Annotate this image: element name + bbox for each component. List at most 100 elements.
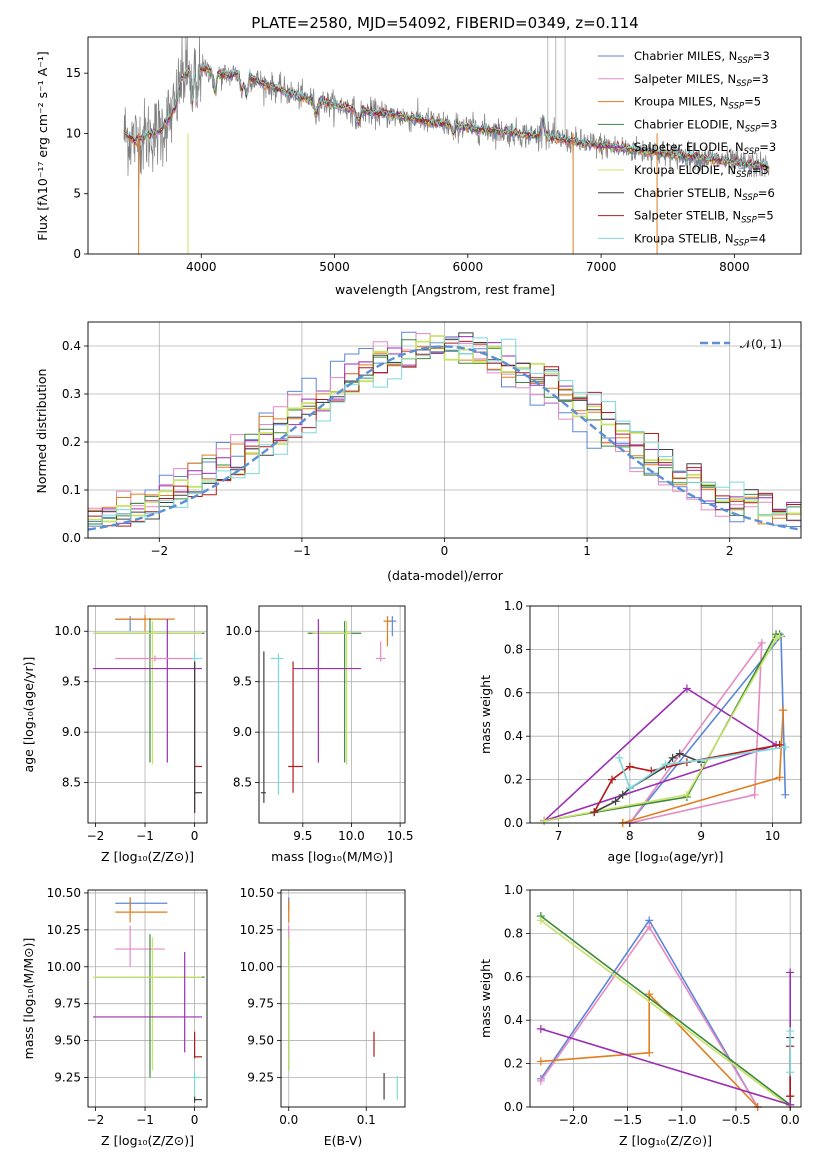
weight-vs-age-panel: 7 8 9 10 0.0 0.2 0.4 0.6 0.8 1.0 age [log₁₀(age/yr…	[478, 599, 802, 864]
mass-vs-ebv-panel: 0.0 0.1 9.25 9.50 9.75 10.00 10.25 10.50 E(B-V)	[240, 886, 406, 1148]
error-bar-point	[270, 653, 284, 795]
weight-marker	[781, 790, 790, 799]
weight-vs-metallicity-panel: −2.0 −1.5 −1.0 −0.5 0.0 0.0 0.2 0.4 0.6 0.8 1.0 Z […	[478, 883, 802, 1148]
y-axis-label: mass weight	[478, 959, 493, 1038]
error-bar-point	[194, 1031, 203, 1059]
error-bar-point	[92, 619, 203, 763]
error-bar-point	[293, 619, 362, 763]
y-tick-label: 0.8	[504, 642, 523, 656]
weight-marker	[590, 808, 599, 817]
x-tick-label: 0	[191, 1113, 199, 1127]
weight-line	[544, 635, 781, 822]
legend-label: Chabrier STELIB, NSSP=6	[634, 186, 775, 203]
weight-marker	[750, 790, 759, 799]
y-tick-label: 0.4	[62, 339, 81, 353]
x-tick-label: 8	[626, 829, 634, 843]
weight-marker	[618, 790, 627, 799]
x-tick-label: 10.5	[387, 829, 414, 843]
error-bar-point	[307, 621, 362, 763]
weight-series	[615, 743, 790, 793]
weight-marker	[668, 753, 677, 762]
spectrum-lines	[123, 37, 770, 254]
weight-marker	[536, 1057, 545, 1066]
age-vs-mass-panel: 9.5 10.0 10.5 8.5 9.0 9.5 10.0 mass [log₁₀(M/M⊙…	[225, 605, 414, 864]
residual-ylabel: Normed distribution	[34, 369, 49, 494]
weight-series	[786, 1027, 795, 1077]
error-bar-point	[288, 661, 303, 793]
x-axis-label: E(B-V)	[324, 1133, 363, 1148]
x-tick-label: 0.0	[279, 1113, 298, 1127]
y-tick-label: 10	[66, 126, 81, 140]
x-tick-label: 8000	[719, 260, 750, 274]
legend-label: Salpeter ELODIE, NSSP=3	[634, 140, 776, 157]
weight-series	[540, 632, 784, 825]
x-tick-label: −2	[150, 544, 168, 558]
error-bar-point	[194, 661, 203, 813]
y-tick-label: 9.0	[62, 725, 81, 739]
y-tick-label: 0.0	[62, 531, 81, 545]
x-axis-label: mass [log₁₀(M/M⊙)]	[271, 849, 393, 864]
y-tick-label: 9.25	[54, 1070, 81, 1084]
y-tick-label: 10.50	[240, 886, 274, 900]
mass-vs-metallicity-panel: −2 −1 0 9.25 9.50 9.75 10.00 10.25 10.50 Z [log₁₀…	[21, 886, 208, 1148]
weight-marker	[781, 743, 790, 752]
legend-label: Chabrier ELODIE, NSSP=3	[634, 117, 777, 134]
residual-xlabel: (data-model)/error	[387, 568, 504, 583]
y-tick-label: 0.6	[504, 970, 523, 984]
spectrum-clip	[123, 37, 770, 254]
residual-histograms	[88, 331, 801, 533]
legend-label: Salpeter STELIB, NSSP=5	[634, 209, 774, 226]
error-bar-point	[92, 952, 203, 1053]
weight-marker	[786, 1092, 795, 1101]
residual-legend: 𝒩(0, 1)	[700, 337, 782, 351]
weight-marker	[786, 1027, 795, 1036]
legend-label: Kroupa ELODIE, NSSP=3	[634, 163, 769, 180]
y-tick-label: 0	[73, 247, 81, 261]
y-tick-label: 9.50	[54, 1034, 81, 1048]
spectrum-axes: 4000 5000 6000 7000 8000 0 5 10 15	[66, 36, 802, 274]
weight-line	[540, 919, 791, 1108]
plot-frame	[529, 605, 802, 824]
error-bar-point	[95, 934, 205, 1078]
y-tick-label: 0.2	[504, 773, 523, 787]
legend-label: Kroupa MILES, NSSP=5	[634, 95, 761, 112]
weight-marker	[625, 762, 634, 771]
error-bar-point	[192, 1073, 201, 1100]
y-tick-label: 10.0	[54, 624, 81, 638]
error-bar-point	[95, 618, 205, 763]
y-axis-label: mass weight	[478, 675, 493, 754]
y-tick-label: 9.5	[62, 675, 81, 689]
y-tick-label: 0.0	[504, 1100, 523, 1114]
x-tick-label: −1	[136, 1113, 154, 1127]
y-tick-label: 9.75	[247, 997, 274, 1011]
legend-label: Chabrier MILES, NSSP=3	[634, 49, 770, 66]
error-bar-point	[115, 897, 168, 923]
y-tick-label: 5	[73, 187, 81, 201]
weight-line	[540, 972, 791, 1106]
y-tick-label: 9.50	[247, 1034, 274, 1048]
y-tick-label: 8.5	[62, 776, 81, 790]
weight-marker	[625, 784, 634, 793]
error-bar-point	[194, 661, 203, 813]
x-tick-label: 10	[765, 829, 780, 843]
weight-line	[593, 744, 780, 813]
y-tick-label: 10.00	[47, 960, 81, 974]
weight-marker	[536, 1076, 545, 1085]
y-tick-label: 0.4	[504, 1013, 523, 1027]
y-tick-label: 0.1	[62, 483, 81, 497]
x-tick-label: 7	[555, 829, 563, 843]
weight-marker	[775, 773, 784, 782]
weight-line	[593, 752, 702, 813]
x-tick-label: 2	[726, 544, 734, 558]
weight-marker	[772, 634, 781, 643]
x-axis-label: Z [log₁₀(Z/Z⊙)]	[101, 849, 194, 864]
weight-marker	[661, 760, 670, 769]
x-axis-label: age [log₁₀(age/yr)]	[608, 849, 724, 864]
y-tick-label: 0.4	[504, 729, 523, 743]
y-tick-label: 10.0	[225, 624, 252, 638]
y-tick-label: 9.0	[233, 725, 252, 739]
spectrum-title: PLATE=2580, MJD=54092, FIBERID=0349, z=0…	[251, 14, 638, 32]
weight-marker	[786, 968, 795, 977]
weight-line	[540, 915, 791, 1106]
x-tick-label: −1.5	[613, 1113, 642, 1127]
